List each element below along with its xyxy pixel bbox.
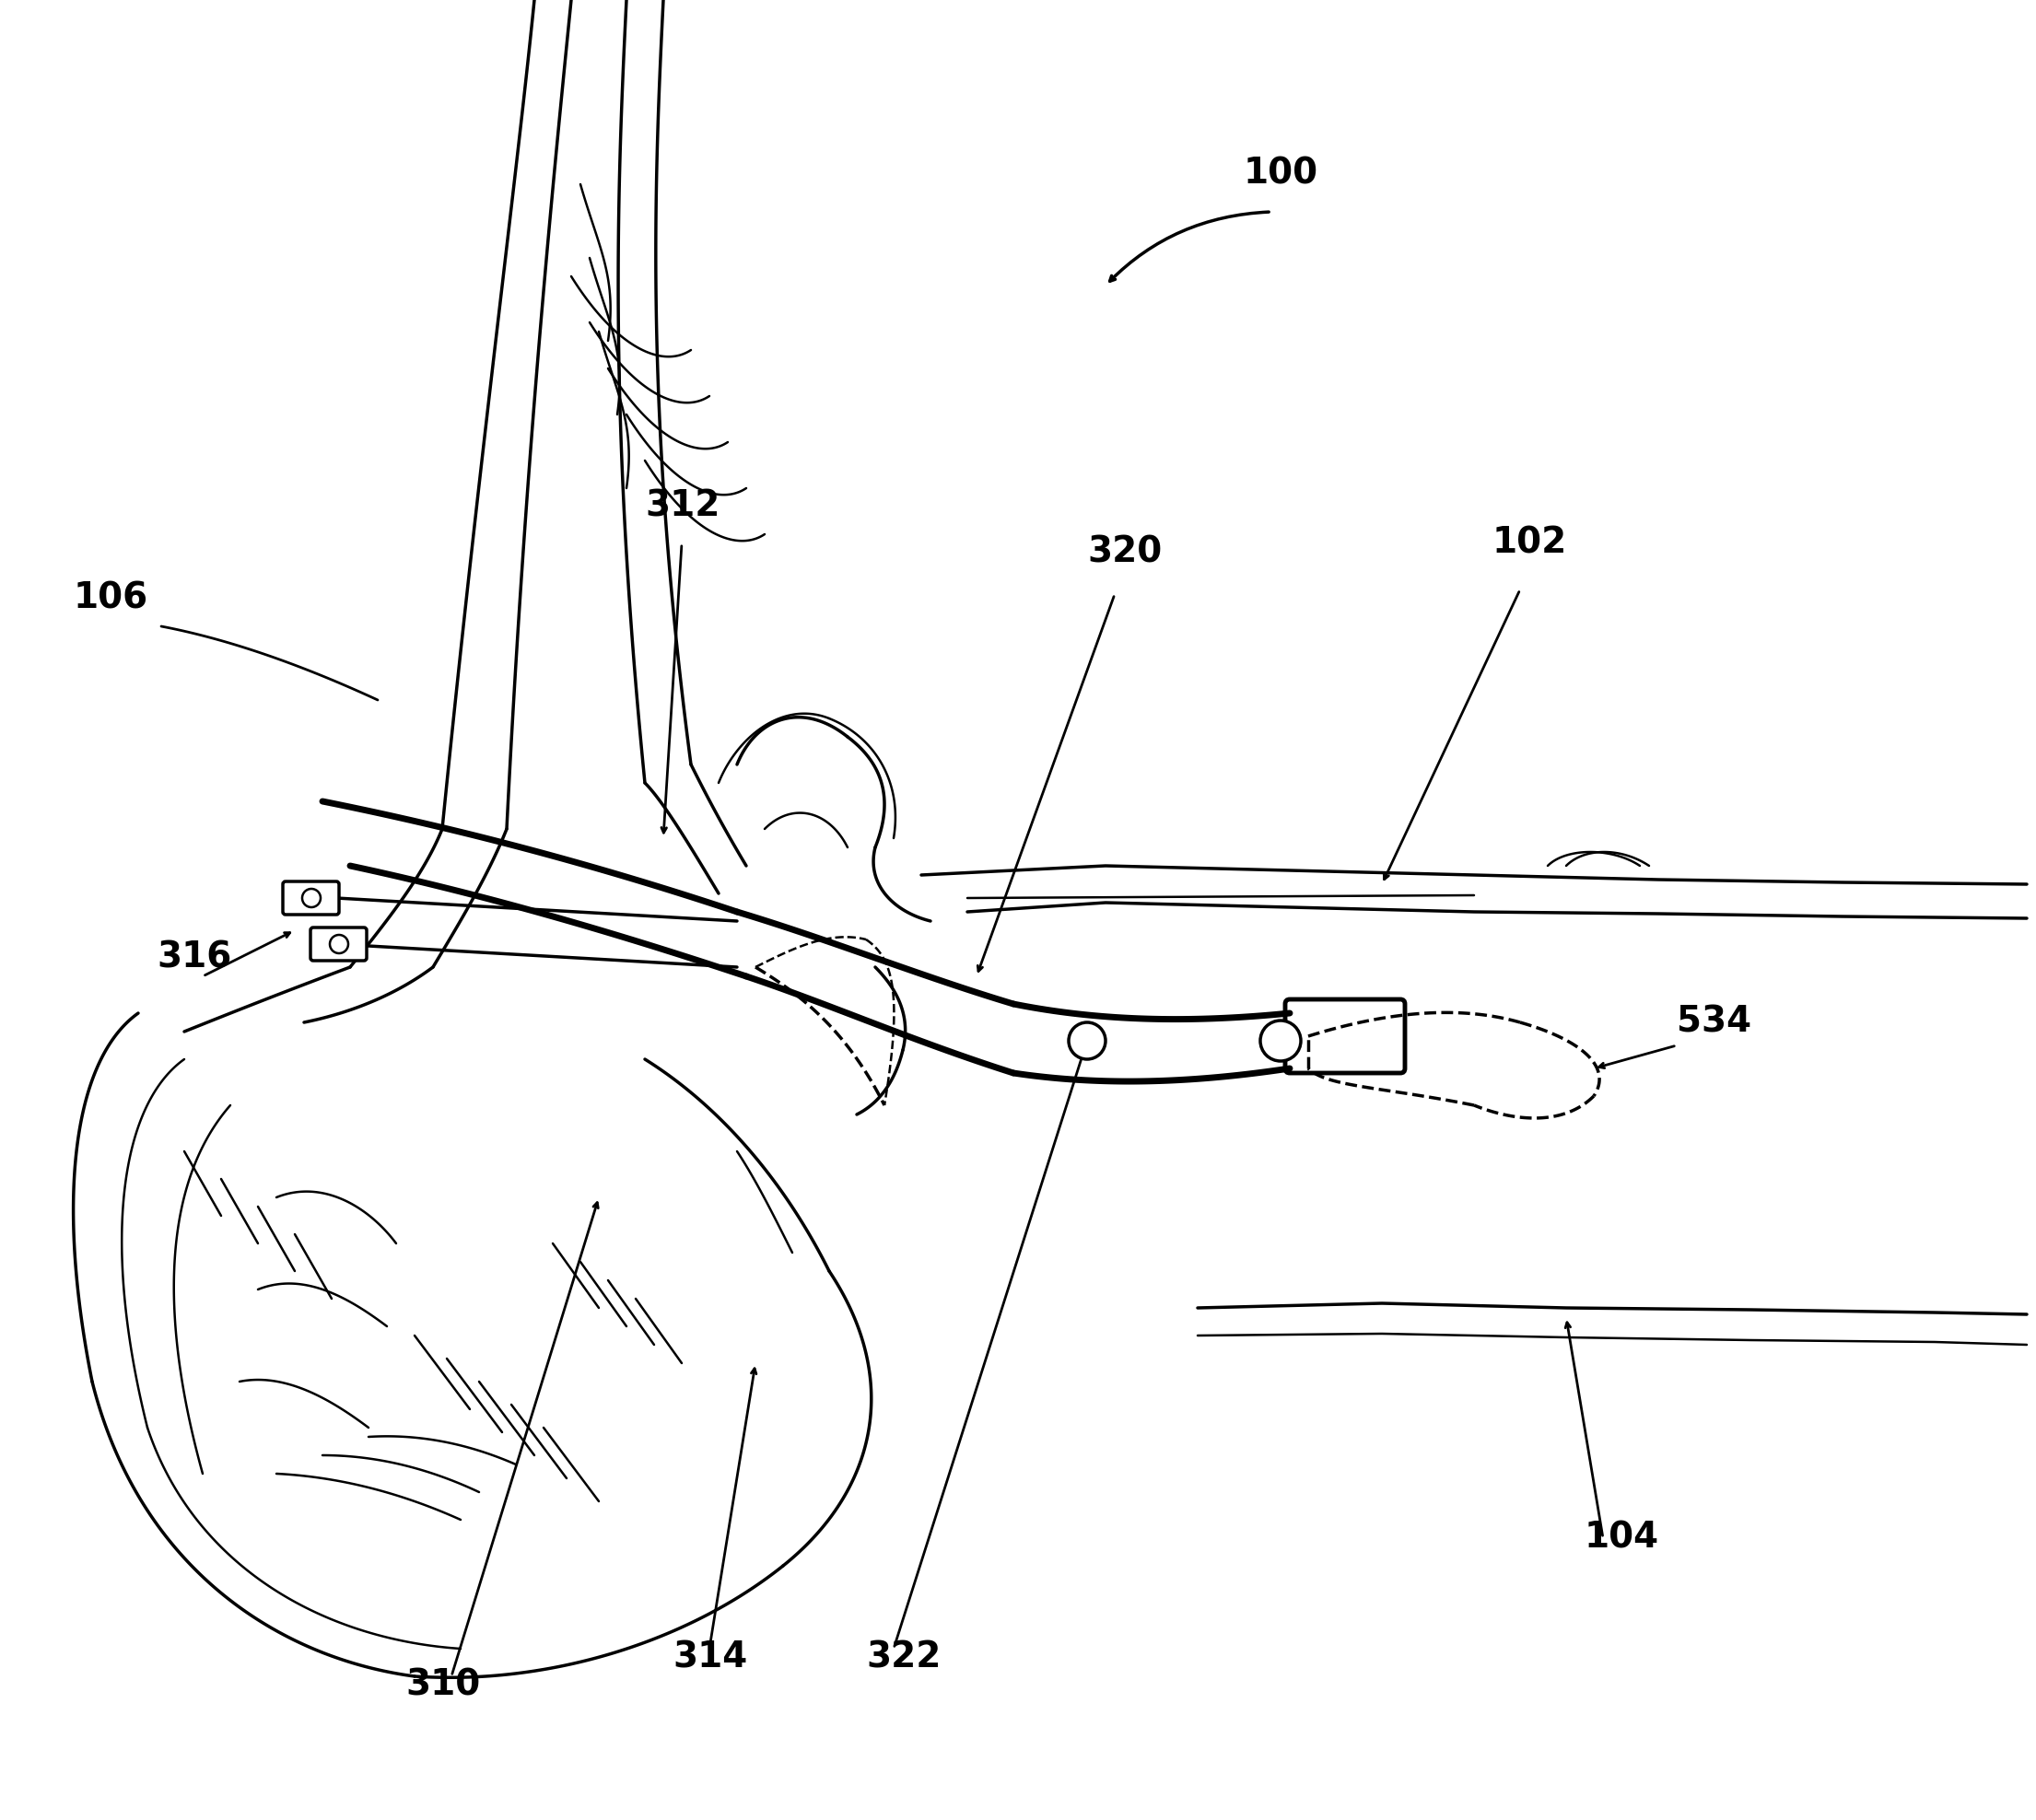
Text: 104: 104: [1584, 1520, 1659, 1554]
FancyBboxPatch shape: [283, 881, 340, 915]
FancyBboxPatch shape: [1285, 999, 1405, 1074]
Text: 100: 100: [1244, 157, 1319, 191]
Text: 316: 316: [157, 939, 232, 974]
Circle shape: [1260, 1021, 1301, 1061]
Text: 320: 320: [1087, 535, 1163, 570]
Text: 534: 534: [1678, 1005, 1751, 1039]
Text: 312: 312: [645, 488, 721, 522]
Text: 322: 322: [865, 1640, 941, 1674]
Text: 102: 102: [1492, 524, 1568, 561]
Circle shape: [330, 935, 348, 954]
Circle shape: [301, 888, 320, 906]
Circle shape: [1069, 1023, 1106, 1059]
Text: 314: 314: [672, 1640, 747, 1674]
Text: 310: 310: [405, 1667, 480, 1702]
FancyBboxPatch shape: [309, 928, 366, 961]
Text: 106: 106: [73, 581, 149, 615]
